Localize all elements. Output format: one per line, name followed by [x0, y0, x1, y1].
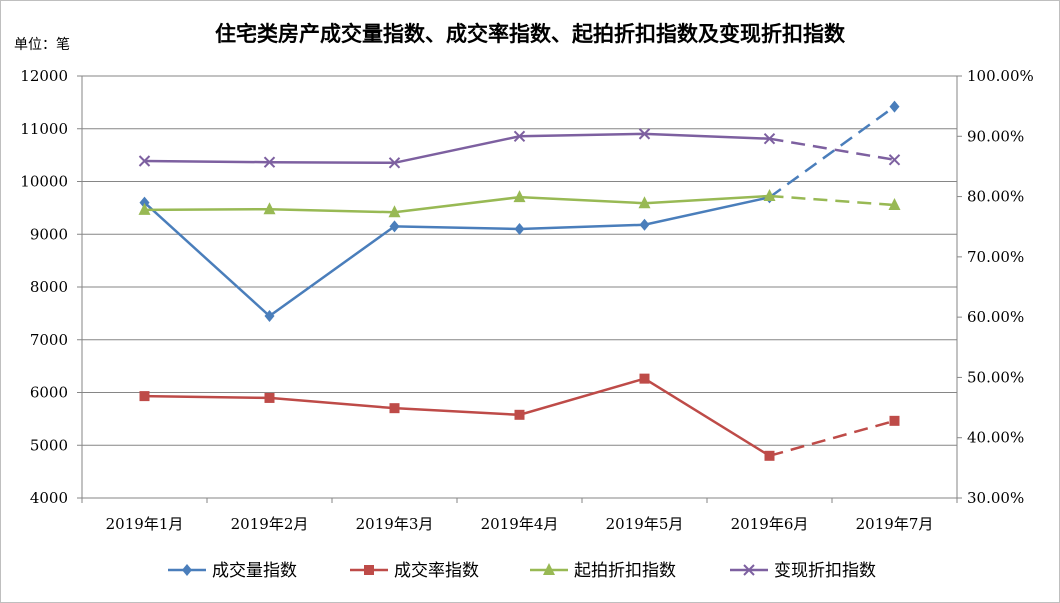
data-point — [139, 391, 150, 402]
legend-item: 成交率指数 — [350, 561, 479, 581]
left-tick-label: 4000 — [30, 489, 68, 507]
data-point — [513, 190, 526, 203]
x-tick-label: 2019年4月 — [481, 515, 559, 533]
data-point — [388, 157, 401, 169]
x-tick-label: 2019年7月 — [856, 515, 934, 533]
legend-label: 起拍折扣指数 — [574, 561, 676, 581]
data-point — [763, 188, 776, 201]
chart-title: 住宅类房产成交量指数、成交率指数、起拍折扣指数及变现折扣指数 — [215, 22, 845, 46]
data-point — [888, 198, 901, 211]
data-point — [264, 392, 275, 403]
legend-marker — [364, 565, 374, 575]
data-point — [513, 130, 526, 142]
series-2 — [139, 373, 900, 461]
left-tick-label: 5000 — [30, 436, 68, 454]
left-tick-label: 8000 — [30, 278, 68, 296]
data-point — [389, 220, 400, 233]
left-tick-label: 7000 — [30, 331, 68, 349]
data-point — [139, 196, 150, 209]
legend-item: 起拍折扣指数 — [530, 561, 676, 581]
legend-marker — [743, 564, 755, 576]
data-point — [764, 450, 775, 461]
left-tick-label: 12000 — [20, 67, 68, 85]
right-tick-label: 70.00% — [967, 248, 1024, 266]
right-tick-label: 50.00% — [967, 368, 1024, 386]
data-point — [638, 128, 651, 140]
data-point — [888, 154, 901, 166]
data-point — [263, 202, 276, 215]
legend-item: 成交量指数 — [168, 561, 297, 581]
data-point — [889, 415, 900, 426]
right-tick-label: 90.00% — [967, 127, 1024, 145]
right-tick-label: 80.00% — [967, 188, 1024, 206]
data-point — [138, 155, 151, 167]
legend-marker — [543, 563, 555, 575]
unit-label: 单位：笔 — [14, 37, 70, 53]
series-line — [144, 194, 770, 214]
legend-marker — [182, 564, 192, 576]
data-point — [138, 202, 151, 215]
x-tick-label: 2019年5月 — [606, 515, 684, 533]
legend-item: 变现折扣指数 — [730, 561, 876, 581]
data-point — [639, 373, 650, 384]
series-line — [144, 132, 770, 165]
series-line — [143, 196, 770, 318]
series-line-dashed — [769, 137, 895, 162]
data-point — [763, 132, 776, 145]
data-point — [514, 222, 525, 235]
series-line-dashed — [769, 194, 895, 207]
left-tick-label: 10000 — [20, 173, 68, 191]
x-tick-label: 2019年6月 — [731, 515, 809, 533]
x-tick-label: 2019年3月 — [356, 515, 434, 533]
left-tick-label: 9000 — [30, 225, 68, 243]
series-1 — [139, 100, 900, 323]
data-point — [264, 310, 275, 323]
right-tick-label: 100.00% — [967, 67, 1034, 85]
series-3 — [138, 188, 901, 218]
x-tick-label: 2019年2月 — [231, 515, 309, 533]
data-point — [388, 205, 401, 218]
legend-label: 成交率指数 — [394, 561, 479, 581]
x-tick-label: 2019年1月 — [106, 515, 184, 533]
data-point — [638, 196, 651, 209]
legend-label: 成交量指数 — [212, 561, 297, 581]
data-point — [889, 100, 900, 113]
left-tick-label: 11000 — [20, 120, 68, 138]
data-point — [389, 403, 400, 414]
series-line-dashed — [768, 105, 896, 199]
data-point — [514, 409, 525, 420]
series-4 — [138, 128, 901, 169]
left-tick-label: 6000 — [30, 384, 68, 402]
series-line — [144, 377, 771, 457]
data-point — [263, 156, 276, 168]
legend-label: 变现折扣指数 — [774, 561, 876, 581]
data-point — [639, 218, 650, 231]
right-tick-label: 30.00% — [967, 489, 1024, 507]
right-tick-label: 60.00% — [967, 308, 1024, 326]
right-tick-label: 40.00% — [967, 429, 1024, 447]
series-line-dashed — [769, 419, 895, 458]
